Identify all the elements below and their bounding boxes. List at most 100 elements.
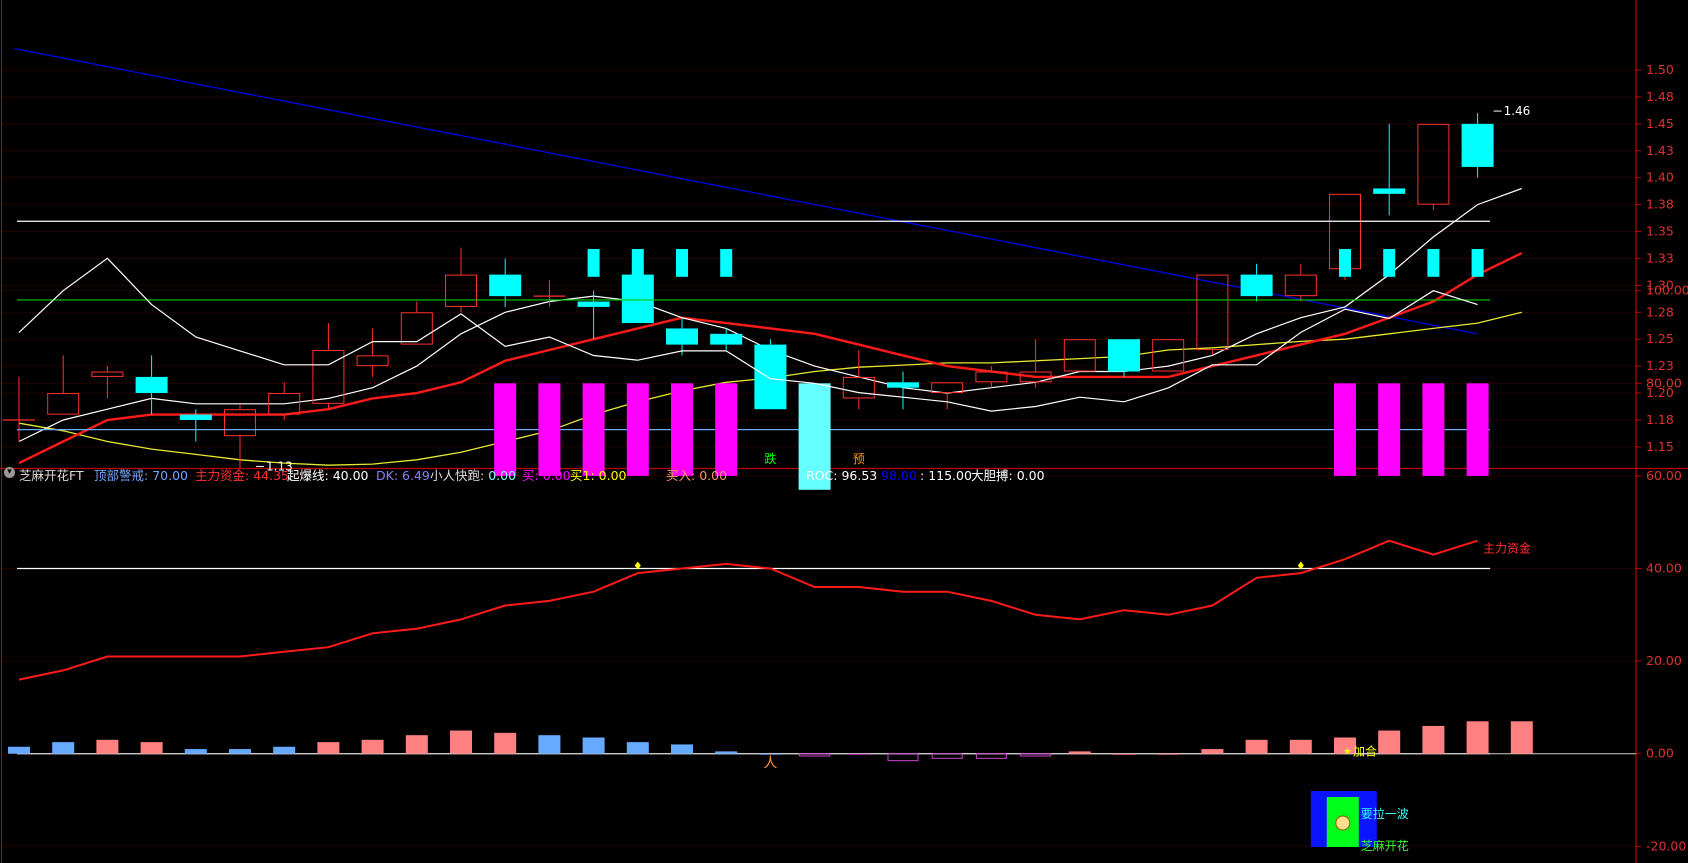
indicator-label: 大胆搏: [971, 468, 1013, 483]
indicator-number: 96.53 [837, 468, 878, 483]
fund-bar [405, 735, 428, 754]
indicator-value: 买1: 0.00 [570, 466, 626, 486]
annotation-label: 1.46 [1504, 104, 1531, 118]
indicator-label: 买: [522, 468, 539, 483]
indicator-number: 0.00 [1012, 468, 1045, 483]
indicator-name[interactable]: 芝麻开花FT [19, 468, 84, 483]
buy-signal-bar [494, 383, 517, 476]
price-tick-label: 1.35 [1646, 224, 1674, 239]
trend-line [13, 47, 1478, 335]
buy-signal-bar [1466, 383, 1489, 476]
fund-bar [184, 749, 207, 754]
candle-body [1196, 274, 1229, 350]
indicator-number: 40.00 [328, 468, 369, 483]
candle-body [975, 371, 1008, 383]
candle-body [931, 382, 964, 394]
indicator-value: 买入: 0.00 [666, 466, 727, 486]
indicator-tick-label: -20.00 [1646, 838, 1686, 853]
candle-body [1108, 339, 1140, 372]
buy-signal-bar [1422, 383, 1445, 476]
indicator-number: 44.35 [249, 468, 289, 483]
fund-bar [538, 735, 561, 754]
candlestick [268, 382, 301, 420]
fund-bar [759, 753, 782, 755]
top-signal-square [720, 249, 733, 277]
fund-bar [1113, 753, 1135, 755]
star-icon: ★ [1343, 747, 1352, 758]
indicator-number: 115.00 [924, 468, 972, 483]
candlestick [666, 317, 698, 356]
indicator-label: 买入: [666, 468, 696, 483]
candlestick [1417, 123, 1450, 210]
bloom-label: 芝麻开花 [1361, 838, 1409, 853]
candle-body [179, 414, 212, 420]
signal-marker: 预 [853, 452, 865, 466]
candlestick [1196, 274, 1229, 356]
runner-icon: 人 [763, 756, 777, 772]
price-tick-label: 1.33 [1646, 250, 1674, 265]
candle-body [577, 301, 610, 307]
fund-bar [1289, 739, 1312, 754]
candlestick [91, 366, 124, 399]
indicator-value: : 115.00 [920, 466, 972, 486]
money-bag-icon [1335, 815, 1351, 831]
candle-body [91, 371, 124, 377]
indicator-tick-label: 0.00 [1646, 746, 1674, 761]
indicator-tick-label: 60.00 [1646, 468, 1682, 483]
fund-bar [887, 753, 919, 762]
fund-bar [1466, 721, 1489, 754]
buy-signal-bar [626, 383, 649, 476]
price-tick-label: 1.38 [1646, 197, 1674, 212]
indicator-value: DK: 6.49 [376, 466, 430, 486]
price-tick-label: 1.48 [1646, 89, 1674, 104]
top-signal-square [1471, 249, 1484, 277]
candle-body [1019, 371, 1052, 383]
indicator-tick-label: 20.00 [1646, 653, 1682, 668]
top-signal-square [631, 249, 644, 277]
diamond-marker [1297, 561, 1304, 570]
price-tick-label: 1.25 [1646, 331, 1674, 346]
buy-signal-bar [1378, 383, 1401, 476]
candlestick [1240, 263, 1273, 302]
indicator-label: 小人快跑: [430, 468, 485, 483]
candle-body [842, 376, 875, 399]
candle-body [47, 393, 80, 415]
top-signal-square [1339, 249, 1351, 277]
roc-line [18, 257, 1478, 412]
candlestick [887, 371, 919, 410]
candlestick [356, 328, 389, 377]
price-tick-label: 1.15 [1646, 439, 1674, 454]
wave-label: 要拉一波 [1361, 806, 1409, 821]
candle-body [1152, 339, 1185, 372]
candle-body [1240, 274, 1273, 297]
candlestick [842, 349, 875, 410]
candle-body [710, 333, 743, 345]
candle-body [621, 274, 654, 324]
candlestick [1108, 339, 1140, 377]
runner-signal-bar [798, 383, 831, 490]
indicator-label: 买1: [570, 468, 595, 483]
price-tick-label: 1.40 [1646, 170, 1674, 185]
fund-bar [317, 742, 340, 754]
fund-bar [1020, 753, 1052, 757]
buy-signal-bar [671, 383, 693, 476]
top-signal-square [676, 249, 688, 277]
price-tick-label: 1.28 [1646, 304, 1674, 319]
fund-bar [975, 753, 1007, 759]
candlestick [135, 355, 168, 415]
price-tick-label: 1.30 [1646, 277, 1674, 292]
price-tick-label: 1.45 [1646, 116, 1674, 131]
indicator-number: 0.00 [538, 468, 571, 483]
candlestick [1152, 339, 1185, 372]
top-signal-square [587, 249, 600, 277]
candlestick [1373, 123, 1406, 216]
signal-marker: 跌 [764, 451, 776, 466]
candlestick [533, 279, 566, 307]
indicator-label: DK: [376, 468, 399, 483]
candle-body [356, 355, 389, 367]
candle-body [224, 409, 256, 437]
fund-bar [494, 732, 517, 754]
indicator-value: 大胆搏: 0.00 [971, 466, 1045, 486]
candlestick [1461, 113, 1494, 178]
